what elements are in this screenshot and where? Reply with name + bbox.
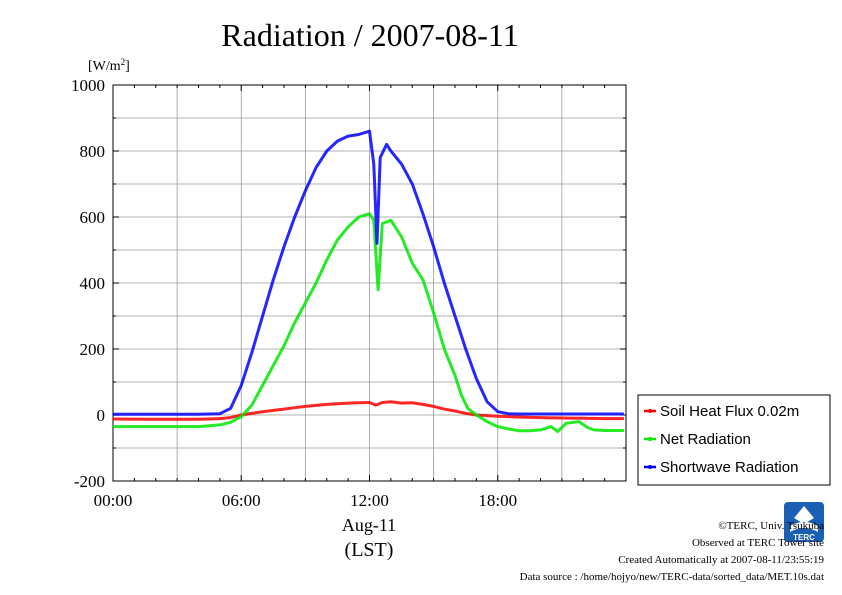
y-tick-label: -200 (74, 472, 105, 491)
legend-label: Soil Heat Flux 0.02m (660, 403, 799, 420)
grid-lines (113, 84, 626, 482)
legend-marker (648, 437, 652, 441)
legend-box (637, 394, 831, 486)
series-line-3 (113, 129, 624, 416)
y-tick-label: 400 (80, 274, 106, 293)
legend-marker (648, 409, 652, 413)
x-tick-label: 06:00 (222, 491, 261, 510)
y-tick-label: 800 (80, 142, 106, 161)
chart-title: Radiation / 2007-08-11 (221, 17, 518, 53)
terc-logo: TERC (784, 502, 824, 542)
legend-label: Net Radiation (660, 431, 751, 448)
legend-label: Shortwave Radiation (660, 459, 798, 476)
x-axis-date-label: Aug-11 (342, 515, 396, 535)
svg-text:TERC: TERC (793, 533, 815, 542)
created-text: Created Automatically at 2007-08-11/23:5… (618, 554, 824, 566)
y-tick-label: 1000 (71, 76, 105, 95)
x-tick-label: 18:00 (478, 491, 517, 510)
x-tick-label: 00:00 (94, 491, 133, 510)
series-layer (112, 129, 624, 433)
y-tick-label: 200 (80, 340, 106, 359)
series-line-1 (112, 400, 624, 421)
source-text: Data source : /home/hojyo/new/TERC-data/… (519, 571, 824, 583)
axis-ticks: -200 0 200 400 600 800 1000 00:00 06:00 12:00 18:0… (71, 76, 627, 510)
x-axis-timezone-label: (LST) (345, 539, 394, 561)
y-tick-label: 0 (97, 406, 106, 425)
x-tick-label: 12:00 (350, 491, 389, 510)
legend: Soil Heat Flux 0.02m Net Radiation Shortwa… (637, 394, 831, 486)
series-line-2 (113, 212, 624, 433)
copyright-text: ©TERC, Univ. Tsukuba (718, 520, 824, 532)
y-tick-label: 600 (80, 208, 106, 227)
legend-marker (648, 465, 652, 469)
y-axis-unit: [W/m2] (88, 57, 130, 74)
site-text: Observed at TERC Tower site (691, 537, 824, 549)
